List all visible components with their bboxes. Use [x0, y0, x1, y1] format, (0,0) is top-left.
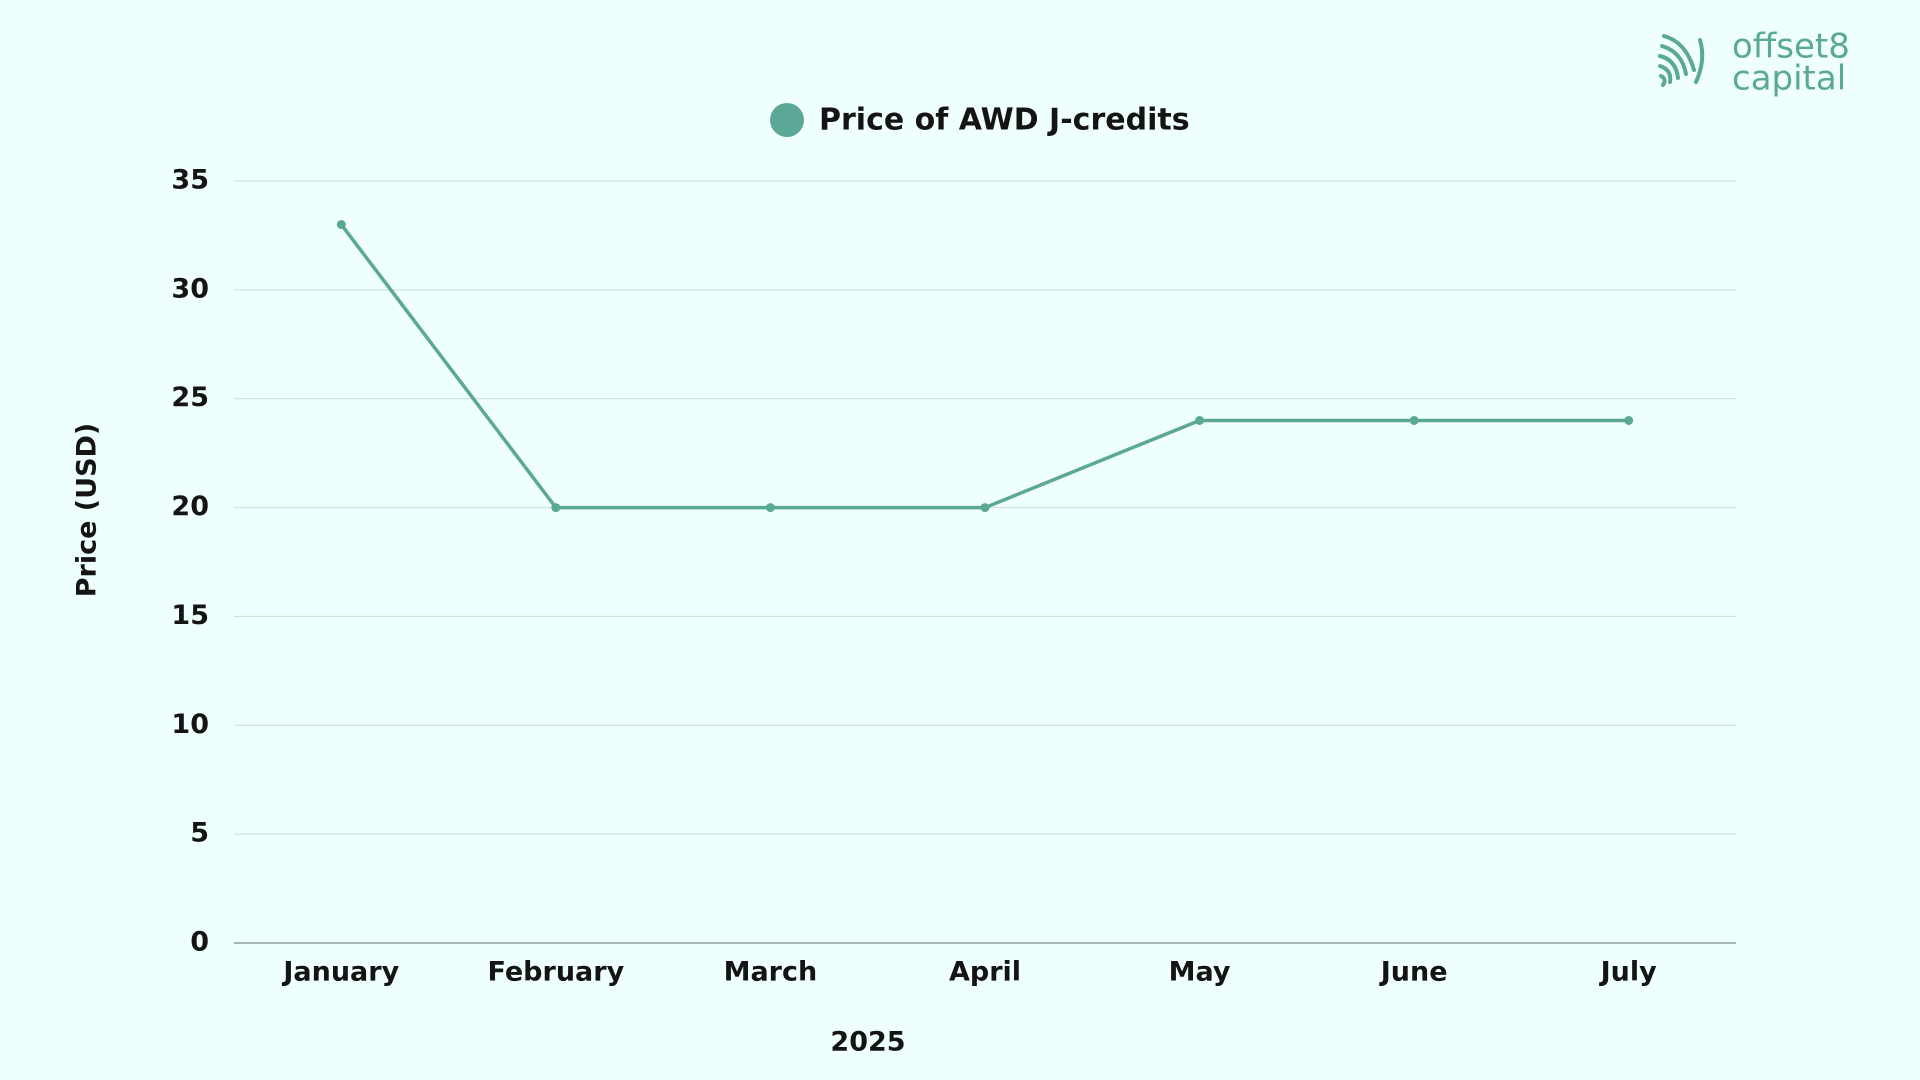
x-tick-label: January	[281, 957, 399, 988]
logo-icon	[1658, 34, 1705, 87]
point	[551, 503, 561, 513]
y-tick-label: 0	[190, 927, 209, 958]
x-tick-label: June	[1379, 957, 1448, 988]
x-tick-label: February	[488, 957, 625, 988]
point	[336, 220, 346, 230]
y-tick-label: 20	[171, 491, 209, 522]
y-tick-label: 10	[171, 709, 209, 740]
y-tick-label: 35	[171, 165, 209, 196]
legend-marker	[770, 103, 804, 137]
y-tick-label: 25	[171, 382, 209, 413]
logo-text: offset8	[1732, 27, 1850, 67]
point	[1624, 415, 1634, 425]
x-tick-label: March	[724, 957, 818, 988]
y-axis-label: Price (USD)	[72, 423, 103, 598]
point	[1409, 415, 1419, 425]
y-tick-label: 15	[171, 600, 209, 631]
point	[980, 503, 990, 513]
y-tick-label: 30	[171, 273, 209, 304]
line	[339, 223, 1629, 510]
x-tick-label: May	[1169, 957, 1231, 988]
x-tick-label: July	[1599, 957, 1658, 988]
logo-text: capital	[1732, 59, 1846, 99]
x-tick-label: April	[949, 957, 1021, 988]
point	[765, 503, 775, 513]
x-axis-label: 2025	[830, 1027, 905, 1058]
y-tick-label: 5	[190, 818, 209, 849]
point	[1195, 415, 1205, 425]
legend-label: Price of AWD J-credits	[819, 103, 1190, 138]
